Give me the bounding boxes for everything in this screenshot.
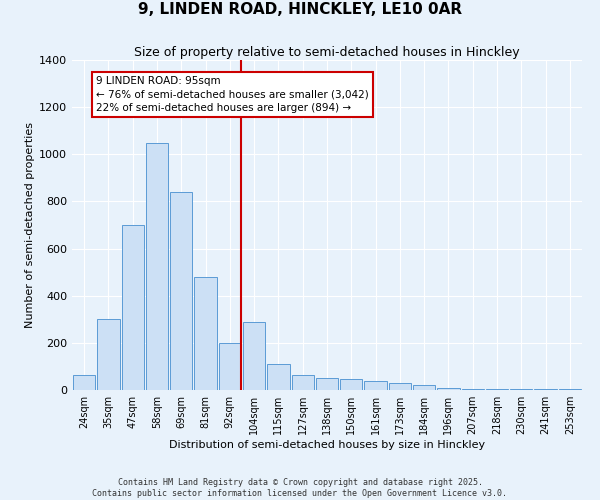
Bar [194, 277, 217, 390]
Bar [486, 389, 508, 390]
Title: Size of property relative to semi-detached houses in Hinckley: Size of property relative to semi-detach… [134, 46, 520, 59]
Bar [437, 388, 460, 390]
Bar [413, 386, 436, 390]
Bar [73, 374, 95, 390]
Text: 9 LINDEN ROAD: 95sqm
← 76% of semi-detached houses are smaller (3,042)
22% of se: 9 LINDEN ROAD: 95sqm ← 76% of semi-detac… [96, 76, 369, 113]
Bar [340, 380, 362, 390]
Bar [316, 378, 338, 390]
Bar [97, 320, 119, 390]
Bar [389, 383, 411, 390]
Bar [146, 142, 168, 390]
Bar [461, 389, 484, 390]
Bar [267, 364, 290, 390]
Bar [535, 389, 557, 390]
Y-axis label: Number of semi-detached properties: Number of semi-detached properties [25, 122, 35, 328]
Bar [364, 380, 387, 390]
Bar [170, 192, 193, 390]
Bar [510, 389, 532, 390]
Bar [218, 343, 241, 390]
Bar [292, 374, 314, 390]
Bar [122, 225, 144, 390]
Text: Contains HM Land Registry data © Crown copyright and database right 2025.
Contai: Contains HM Land Registry data © Crown c… [92, 478, 508, 498]
Text: 9, LINDEN ROAD, HINCKLEY, LE10 0AR: 9, LINDEN ROAD, HINCKLEY, LE10 0AR [138, 2, 462, 18]
X-axis label: Distribution of semi-detached houses by size in Hinckley: Distribution of semi-detached houses by … [169, 440, 485, 450]
Bar [559, 389, 581, 390]
Bar [243, 322, 265, 390]
